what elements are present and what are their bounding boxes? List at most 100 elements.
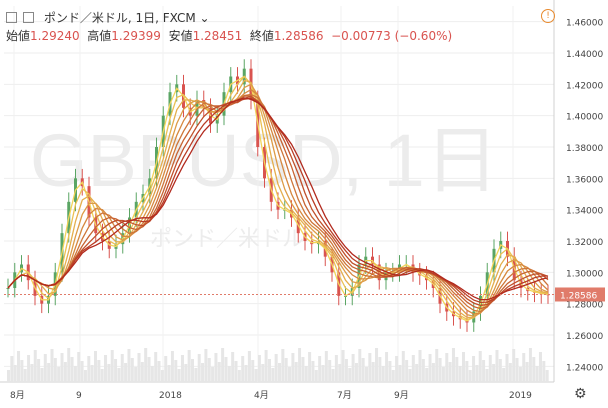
volume-bar [73,366,77,382]
x-tick-label: 4月 [254,390,269,401]
moving-average-line [7,95,549,307]
volume-bar [401,351,405,382]
volume-bar [97,360,101,382]
volume-bar [331,369,335,382]
expand-icon[interactable] [6,12,17,23]
volume-bar [324,351,328,382]
volume-bar [114,359,118,382]
volume-bar [438,358,442,382]
volume-bar [515,358,519,382]
volume-bar [187,350,191,382]
volume-bar [338,364,342,382]
volume-bar [421,359,425,382]
volume-bar [448,362,452,382]
y-tick-label: 1.26000 [566,332,603,342]
volume-bar [174,360,178,382]
volume-bar [498,359,502,382]
volume-bar [244,365,248,382]
volume-bar [194,368,198,382]
volume-bar [177,369,181,382]
volume-bar [227,366,231,382]
volume-bar [288,367,292,382]
symbol-label[interactable]: ポンド／米ドル, 1日, FXCM [43,11,196,25]
volume-bar [274,354,278,382]
volume-bar [90,365,94,382]
volume-bar [160,370,164,382]
volume-bar [23,369,27,382]
y-tick-label: 1.32000 [566,238,603,248]
volume-bar [247,351,251,382]
y-tick-label: 1.46000 [566,19,603,29]
ohlc-readout: 始値1.29240 高値1.29399 安値1.28451 終値1.28586 … [6,27,452,44]
gear-icon[interactable]: ⚙ [574,386,587,402]
volume-bar [251,360,255,382]
volume-bar [472,356,476,382]
volume-bar [204,349,208,382]
candle-body [6,288,10,289]
volume-bar [441,367,445,382]
volume-bar [341,350,345,382]
volume-bar [271,368,275,382]
volume-bar [301,357,305,382]
volume-bar [127,349,131,382]
volume-bar [20,360,24,382]
close-label: 終値 [249,29,274,43]
volume-bar [391,370,395,382]
volume-bar [257,355,261,382]
volume-bar [435,349,439,382]
volume-bar [224,357,228,382]
volume-bar [462,352,466,382]
volume-bar [197,354,201,382]
volume-bar [57,367,61,382]
volume-bar [167,365,171,382]
volume-bar [40,368,44,382]
volume-bar [104,355,108,382]
volume-bar [17,351,21,382]
volume-bar [207,358,211,382]
open-label: 始値 [6,29,31,43]
volume-bar [361,358,365,382]
volume-bar [147,357,151,382]
volume-bar [431,363,435,382]
x-tick-label: 8月 [10,390,25,401]
volume-bar [482,360,486,382]
volume-bar [124,363,128,382]
volume-bar [375,348,379,382]
volume-bar [201,363,205,382]
volume-bar [231,352,235,382]
y-tick-label: 1.34000 [566,207,603,217]
volume-bar [157,361,161,382]
volume-bar [385,352,389,382]
moving-average-line [7,97,549,301]
volume-bar [411,355,415,382]
volume-bar [468,370,472,382]
volume-bar [458,366,462,382]
volume-bar [364,367,368,382]
low-label: 安値 [168,29,193,43]
add-icon[interactable] [23,12,34,23]
volume-bar [378,357,382,382]
volume-bar [518,367,522,382]
volume-bar [264,350,268,382]
volume-bar [508,363,512,382]
volume-bar [214,353,218,382]
volume-bar [241,356,245,382]
volume-bar [267,359,271,382]
volume-bar [120,354,124,382]
moving-average-line [7,75,549,320]
alert-icon[interactable]: ! [541,9,555,23]
volume-bar [528,348,532,382]
high-label: 高値 [87,29,112,43]
volume-bar [37,359,41,382]
price-tag-box [555,287,605,302]
volume-bar [70,357,74,382]
volume-bar [191,359,195,382]
x-tick-label: 2019 [509,391,532,401]
volume-bar [418,350,422,382]
volume-bar [60,353,64,382]
volume-bar [512,349,516,382]
symbol-dropdown-icon[interactable]: ⌄ [195,11,210,25]
volume-bar [535,366,539,382]
